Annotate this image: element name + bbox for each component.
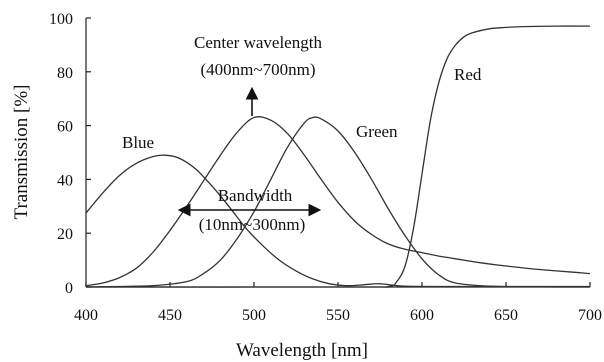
y-tick-label: 0 [65,280,73,297]
x-tick-label: 700 [578,307,602,324]
axis-ticks: 400 450 500 550 600 650 700 0 20 40 60 80 100 [49,11,602,324]
x-tick-label: 550 [326,307,350,324]
curve-red [85,25,591,288]
label-green: Green [356,122,398,141]
label-bandwidth: Bandwidth [218,186,293,205]
x-tick-label: 500 [242,307,266,324]
curve-green [85,116,590,288]
label-center-range: (400nm~700nm) [201,60,316,79]
label-red: Red [454,65,482,84]
x-tick-label: 650 [494,307,518,324]
x-tick-label: 600 [410,307,434,324]
y-tick-label: 100 [49,11,73,28]
y-tick-label: 40 [57,172,73,189]
curve-blue [85,154,590,288]
y-tick-label: 80 [57,65,73,82]
x-tick-label: 450 [158,307,182,324]
x-tick-label: 400 [74,307,98,324]
y-tick-label: 60 [57,119,73,136]
curve-center [85,116,591,287]
x-axis-title: Wavelength [nm] [236,340,368,361]
y-axis-title: Transmission [%] [11,85,32,220]
label-bandwidth-range: (10nm~300nm) [199,215,305,234]
y-tick-label: 20 [57,226,73,243]
label-blue: Blue [122,133,154,152]
curves [85,25,591,288]
label-center-wavelength: Center wavelength [194,33,322,52]
